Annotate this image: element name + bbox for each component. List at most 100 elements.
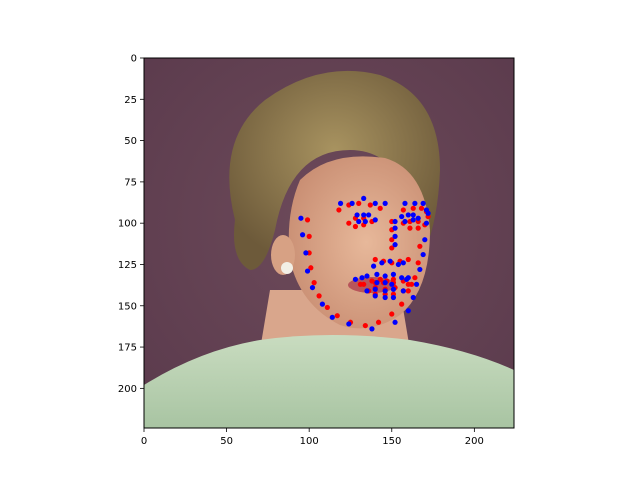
face-photo [144,58,514,428]
scatter-point-s1-61 [374,280,380,286]
scatter-point-s0-0 [304,217,311,223]
scatter-point-s0-17 [336,207,342,213]
scatter-point-s1-43 [405,212,411,218]
scatter-point-s0-31 [372,256,378,263]
scatter-point-s1-27 [392,218,398,225]
scatter-point-s1-20 [372,200,378,206]
scatter-point-s1-19 [361,195,367,202]
plot-frame [143,57,515,429]
scatter-point-s1-10 [405,308,411,314]
scatter-point-s0-6 [324,304,330,311]
scatter-point-s1-64 [404,276,410,282]
scatter-point-s0-1 [306,233,312,239]
scatter-point-s0-35 [405,256,411,263]
scatter-point-s1-21 [382,200,388,206]
scatter-point-s1-51 [382,273,388,279]
scatter-point-s1-38 [366,212,372,218]
scatter-point-s1-62 [382,280,388,286]
scatter-point-s0-46 [415,225,421,231]
scatter-point-s1-30 [392,242,398,248]
scatter-point-s0-41 [352,223,359,230]
scatter-point-s1-50 [374,271,380,277]
scatter-point-s1-33 [387,258,393,264]
scatter-points [298,195,431,332]
y-axis: 0 25 50 75 100 125 150 175 200 [118,54,144,395]
y-tick-label: 75 [124,177,137,188]
scatter-point-s1-0 [298,215,304,221]
scatter-point-s1-4 [309,284,316,291]
scatter-point-s0-23 [410,205,416,211]
scatter-point-s0-30 [389,245,395,251]
scatter-point-s1-28 [392,225,398,231]
scatter-point-s1-39 [372,217,378,223]
x-tick-label: 100 [300,436,319,447]
scatter-point-s1-67 [372,286,378,292]
x-tick-label: 150 [382,436,401,447]
scatter-point-s1-48 [352,276,359,282]
scatter-point-s0-4 [311,280,317,286]
scatter-point-s1-56 [390,294,397,301]
scatter-point-s1-55 [400,288,406,294]
scatter-point-s1-3 [304,268,311,274]
x-tick-label: 0 [141,436,147,447]
plot-area [143,57,515,429]
x-axis: 0 50 100 150 200 [141,428,484,447]
scatter-point-s1-49 [364,273,370,279]
scatter-point-s1-32 [379,260,385,266]
scatter-point-s1-45 [415,215,421,221]
scatter-point-s1-63 [389,281,395,287]
y-tick-label: 0 [131,54,137,65]
scatter-point-s1-65 [390,286,397,292]
scatter-point-s1-60 [359,275,365,281]
scatter-point-s0-21 [377,205,383,211]
scatter-point-s1-47 [402,218,408,225]
y-tick-label: 175 [118,343,137,354]
scatter-point-s1-24 [420,200,426,206]
scatter-point-s1-37 [361,212,367,218]
scatter-point-s0-12 [399,301,405,307]
x-tick-label: 200 [465,436,484,447]
scatter-point-s0-29 [389,237,395,243]
scatter-point-s1-2 [303,250,309,256]
scatter-point-s1-17 [337,200,344,206]
scatter-point-s1-57 [382,294,388,301]
scatter-point-s0-3 [308,265,314,271]
scatter-point-s0-64 [405,281,411,287]
scatter-point-s0-60 [361,281,367,287]
scatter-point-s0-19 [356,200,362,206]
scatter-point-s1-13 [417,266,423,273]
scatter-point-s1-14 [420,251,426,258]
scatter-point-s1-12 [413,281,420,287]
scatter-point-s1-9 [392,319,398,325]
scatter-point-s1-5 [319,301,325,307]
scatter-point-s1-29 [392,233,398,239]
y-tick-label: 150 [118,301,137,312]
scatter-point-s1-35 [400,260,406,266]
scatter-point-s1-44 [410,212,416,218]
scatter-point-s0-47 [407,225,413,231]
scatter-point-s0-5 [316,293,322,299]
scatter-point-s1-53 [399,275,405,281]
scatter-point-s1-1 [299,232,306,238]
scatter-point-s1-42 [399,213,405,220]
scatter-point-s0-9 [362,322,368,329]
scatter-point-s0-10 [375,319,382,325]
scatter-point-s0-11 [389,311,395,317]
scatter-point-s1-22 [402,200,408,206]
x-tick-label: 50 [220,436,233,447]
scatter-point-s0-16 [417,243,423,249]
scatter-point-s1-15 [422,237,428,243]
scatter-point-s1-23 [412,200,418,206]
scatter-point-s1-34 [395,261,401,268]
scatter-point-s1-36 [354,212,360,218]
scatter-point-s0-13 [405,288,411,294]
scatter-point-s1-18 [349,200,355,206]
scatter-point-s0-22 [400,207,406,213]
scatter-point-s1-6 [329,314,335,320]
y-tick-label: 100 [118,219,137,230]
y-tick-label: 125 [118,260,137,271]
scatter-point-s1-26 [425,210,431,216]
scatter-point-s0-14 [412,275,418,281]
scatter-point-s0-50 [377,276,383,282]
scatter-point-s1-66 [382,288,388,294]
